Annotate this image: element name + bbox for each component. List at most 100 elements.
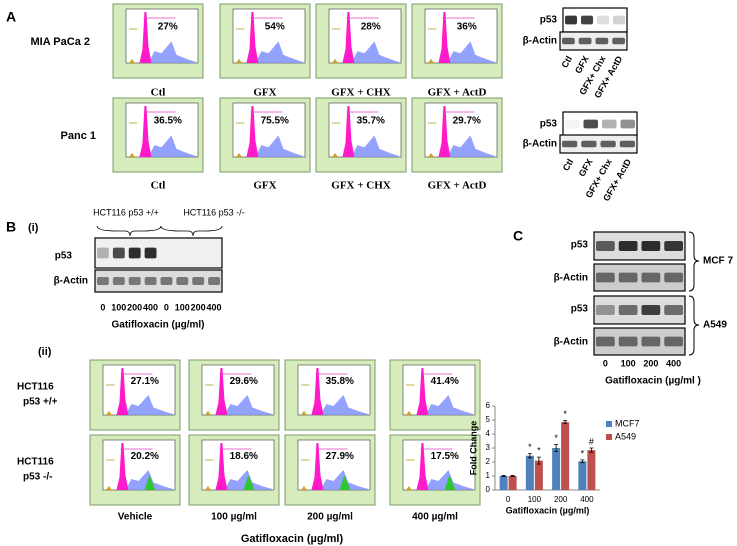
lane-label: 0 — [100, 302, 105, 312]
blot-band — [664, 272, 683, 283]
blot-frame — [94, 269, 223, 293]
subpanel-label: (ii) — [38, 346, 52, 358]
histogram-subg1 — [428, 153, 434, 157]
sub-g1-percent: 27% — [158, 21, 178, 32]
y-tick-label: 1 — [486, 471, 491, 480]
histogram-background — [148, 41, 196, 63]
cell-line-label: p53 -/- — [23, 472, 52, 483]
lane-label: 200 — [191, 302, 206, 312]
blot-band — [618, 336, 638, 347]
blot-band — [620, 119, 635, 129]
blot-row-label: β-Actin — [523, 139, 557, 150]
histogram-background — [148, 135, 196, 157]
histogram-g1-peak — [342, 12, 355, 63]
legend-label: MCF7 — [615, 418, 640, 428]
error-bar — [554, 444, 559, 452]
condition-caption: 400 µg/ml — [412, 512, 458, 523]
blot-frame — [559, 134, 638, 154]
histogram-subg1 — [129, 59, 135, 63]
histogram-background — [320, 395, 368, 415]
panel-label: B — [6, 219, 16, 235]
blot-row-label: β-Actin — [554, 273, 588, 284]
blot-band — [112, 277, 125, 285]
histogram-subg1 — [301, 411, 307, 415]
cell-line-label: HCT116 — [17, 382, 54, 393]
histogram-background — [425, 395, 473, 415]
histogram-g1-peak — [311, 443, 324, 490]
x-axis-title: Gatifloxacin (µg/ml) — [506, 505, 590, 515]
blot-band — [97, 247, 109, 259]
blot-row-label: p53 — [571, 240, 589, 251]
bar — [534, 460, 543, 490]
blot-band — [97, 277, 109, 285]
blot-band — [664, 240, 683, 252]
y-tick-label: 6 — [486, 401, 491, 410]
sub-g1-percent: 29.6% — [230, 376, 258, 387]
sub-g1-percent: 36% — [457, 21, 477, 32]
significance-mark: * — [554, 433, 558, 443]
condition-caption: GFX + CHX — [331, 87, 390, 99]
blot-row-label: β-Actin — [523, 36, 557, 47]
blot-band — [618, 272, 638, 283]
error-bar — [563, 420, 568, 424]
histogram-g1-peak — [342, 106, 355, 157]
histogram-subg1 — [129, 153, 135, 157]
blot-band — [664, 304, 683, 316]
histogram-background — [447, 41, 495, 63]
histogram-s-phase — [339, 475, 351, 490]
blot-band — [562, 140, 578, 148]
histogram-g1-peak — [139, 12, 152, 63]
blot-band — [596, 240, 615, 252]
blot-band — [208, 277, 220, 285]
histogram-subg1 — [205, 411, 211, 415]
histogram-g1-peak — [438, 12, 451, 63]
histogram-background — [125, 395, 173, 415]
bar — [499, 476, 508, 490]
histogram-subg1 — [406, 411, 412, 415]
blot-frame — [559, 31, 628, 51]
axis-caption: Gatifloxacin (µg/ml) — [112, 320, 205, 331]
histogram-g1-peak — [116, 443, 129, 490]
condition-caption: GFX + ActD — [428, 180, 487, 192]
y-tick-label: 2 — [486, 457, 491, 466]
blot-band — [581, 15, 593, 25]
group-brace — [160, 225, 223, 237]
blot-band — [596, 336, 615, 347]
lane-label: 400 — [207, 302, 222, 312]
blot-band — [641, 304, 661, 316]
axis-caption: Gatifloxacin (µg/ml) — [241, 533, 344, 545]
y-tick-label: 5 — [486, 415, 491, 424]
blot-row-label: p53 — [55, 251, 73, 262]
blot-band — [602, 119, 617, 129]
group-brace — [96, 225, 162, 237]
error-bar — [589, 447, 594, 453]
histogram-subg1 — [106, 411, 112, 415]
histogram-g1-peak — [116, 368, 129, 415]
axis-caption: Gatifloxacin (µg/ml ) — [605, 376, 701, 387]
bar — [525, 455, 534, 490]
error-bar — [501, 475, 506, 477]
histogram-background — [351, 41, 399, 63]
blot-band — [618, 304, 638, 316]
bar — [561, 422, 570, 490]
x-tick-label: 200 — [554, 495, 568, 504]
blot-band — [619, 140, 635, 148]
blot-row-label: p53 — [540, 15, 558, 26]
histogram-subg1 — [428, 59, 434, 63]
significance-mark: * — [563, 409, 567, 419]
sub-g1-percent: 35.7% — [357, 115, 385, 126]
blot-band — [597, 15, 609, 25]
condition-caption: Vehicle — [118, 512, 153, 523]
condition-caption: 100 µg/ml — [211, 512, 257, 523]
histogram-subg1 — [406, 486, 412, 490]
legend-label: A549 — [615, 431, 636, 441]
legend-swatch — [606, 421, 612, 427]
sub-g1-percent: 27.9% — [326, 451, 354, 462]
blot-band — [565, 119, 580, 129]
panel-label: A — [6, 9, 16, 25]
group-label: HCT116 p53 +/+ — [93, 207, 159, 217]
histogram-background — [351, 135, 399, 157]
condition-caption: Ctl — [151, 180, 166, 192]
blot-row-label: β-Actin — [554, 337, 588, 348]
